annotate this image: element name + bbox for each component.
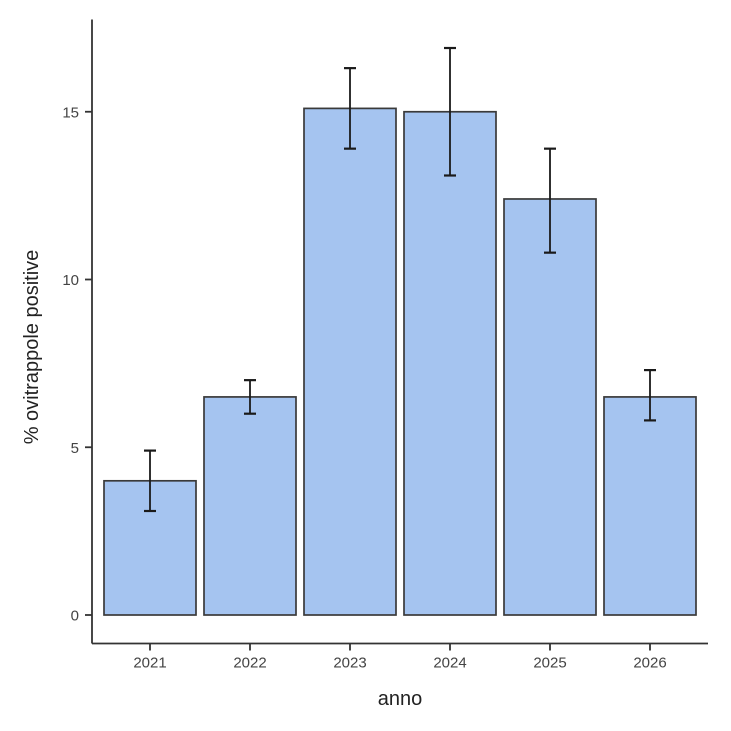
y-tick-label-0: 0	[71, 608, 79, 625]
axes-layer: 0 5 10 15 2021 2022 2023 2024 2025 2026	[62, 19, 708, 672]
x-tick-label-2025: 2025	[533, 655, 566, 672]
bar-2024	[403, 110, 497, 616]
x-axis-title: anno	[378, 688, 423, 710]
x-tick-label-2026: 2026	[633, 655, 666, 672]
bars-layer	[103, 46, 697, 616]
y-tick-label-10: 10	[62, 272, 79, 289]
bar-2023	[303, 107, 397, 616]
bar-2022	[203, 396, 297, 616]
y-tick-label-5: 5	[71, 440, 79, 457]
x-tick-label-2023: 2023	[333, 655, 366, 672]
y-axis-title: % ovitrappole positive	[21, 250, 43, 445]
y-tick-label-15: 15	[62, 104, 79, 121]
x-tick-label-2024: 2024	[433, 655, 466, 672]
x-tick-label-2022: 2022	[233, 655, 266, 672]
bar-2026	[603, 396, 697, 616]
bar-2025	[503, 198, 597, 616]
x-tick-label-2021: 2021	[133, 655, 166, 672]
